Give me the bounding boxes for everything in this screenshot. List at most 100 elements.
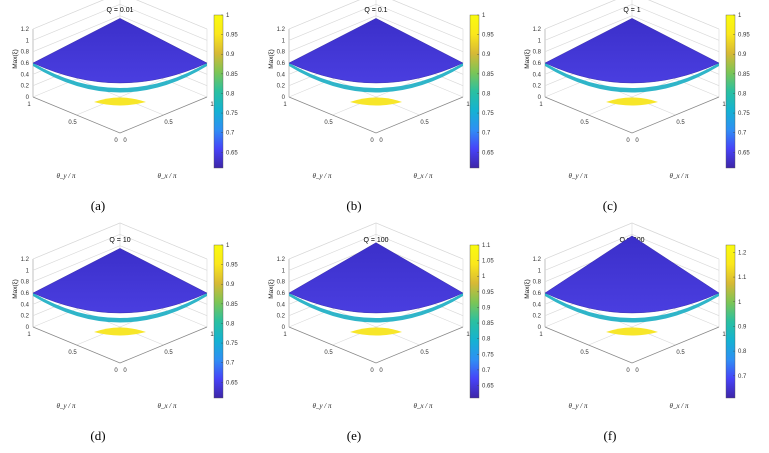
y-tick-label: 0 <box>370 138 374 144</box>
z-tick-label: 1 <box>538 38 542 44</box>
panel-caption: (d) <box>90 428 106 443</box>
z-tick-label: 0.4 <box>277 302 286 308</box>
z-tick-label: 0.8 <box>21 280 30 286</box>
z-tick-label: 0.6 <box>533 291 542 297</box>
y-tick-label: 0.5 <box>580 120 589 126</box>
front-axes <box>544 96 720 134</box>
x-tick-label: 1 <box>722 102 726 108</box>
surface-edge-band <box>33 293 207 323</box>
panel-caption: (f) <box>603 428 617 443</box>
z-tick-label: 0.8 <box>277 50 286 56</box>
surface-edge-band <box>545 63 719 93</box>
surface-roof <box>288 242 464 314</box>
colorbar-tick-label: 0.75 <box>738 111 750 117</box>
colorbar <box>469 244 480 399</box>
colorbar <box>725 14 736 169</box>
y-tick-label: 1 <box>539 102 543 108</box>
z-tick-label: 0.2 <box>277 84 286 90</box>
y-axis-label: θ_y / π <box>313 172 332 180</box>
z-tick-label: 1.2 <box>21 27 30 33</box>
colorbar-tick-label: 0.85 <box>738 72 750 78</box>
z-tick-label: 0.6 <box>277 291 286 297</box>
y-tick-label: 0.5 <box>324 350 333 356</box>
colorbar-tick-label: 1 <box>738 13 742 19</box>
z-tick-label: 0.2 <box>533 314 542 320</box>
colorbar-tick-label: 0.7 <box>226 131 235 137</box>
z-tick-label: 0.2 <box>277 314 286 320</box>
z-tick-label: 0.8 <box>21 50 30 56</box>
z-gridline <box>288 0 464 30</box>
z-gridline <box>544 234 720 271</box>
z-gridline <box>544 15 720 52</box>
colorbar-tick-label: 0.8 <box>226 321 235 327</box>
surface-roof <box>32 248 208 314</box>
colorbar-tick-label: 0.8 <box>226 91 235 97</box>
y-tick-label: 1 <box>27 332 31 338</box>
x-axis-label: θ_x / π <box>158 172 177 180</box>
z-gridline <box>32 0 208 30</box>
y-tick-label: 1 <box>27 102 31 108</box>
colorbar-tick-label: 1 <box>482 274 486 280</box>
surface-roof <box>544 235 720 314</box>
front-axes <box>32 326 208 364</box>
z-tick-label: 0.8 <box>533 50 542 56</box>
x-tick-label: 0 <box>379 368 383 374</box>
y-tick-label: 0.5 <box>68 120 77 126</box>
colorbar-tick-label: 1.1 <box>738 275 747 281</box>
panel-title: Q = 100 <box>363 237 388 244</box>
colorbar <box>213 244 224 399</box>
colorbar-tick-label: 0.8 <box>482 337 491 343</box>
front-axes <box>32 96 208 134</box>
surface <box>288 18 464 106</box>
colorbar-tick-label: 0.7 <box>482 368 491 374</box>
z-gridline <box>32 222 208 260</box>
colorbar-tick-label: 1 <box>226 13 230 19</box>
colorbar-tick-label: 0.9 <box>482 52 491 58</box>
colorbar-tick-label: 0.9 <box>482 305 491 311</box>
x-tick-label: 0 <box>379 138 383 144</box>
colorbar-tick-label: 0.95 <box>482 290 494 296</box>
colorbar-tick-label: 0.65 <box>482 384 494 390</box>
z-tick-label: 0 <box>538 95 542 101</box>
z-tick-label: 1.2 <box>277 27 286 33</box>
z-tick-label: 0.6 <box>21 61 30 67</box>
colorbar-tick-label: 0.85 <box>482 72 494 78</box>
surface <box>544 235 720 336</box>
colorbar-tick-label: 0.75 <box>226 111 238 117</box>
x-tick-label: 1 <box>466 102 470 108</box>
x-axis-label: θ_x / π <box>670 402 689 410</box>
z-tick-label: 0 <box>282 95 286 101</box>
z-gridline <box>32 234 208 271</box>
z-tick-label: 0.2 <box>533 84 542 90</box>
surface-peak-highlight <box>350 97 402 106</box>
x-tick-label: 0 <box>635 368 639 374</box>
panel-caption: (c) <box>602 198 618 213</box>
panel-title: Q = 0.01 <box>106 7 133 14</box>
x-tick-label: 0 <box>123 368 127 374</box>
colorbar-tick-label: 0.65 <box>738 150 750 156</box>
z-axis-label: Max(ξ) <box>524 279 531 299</box>
colorbar-tick-label: 0.95 <box>482 33 494 39</box>
y-tick-label: 0 <box>114 368 118 374</box>
x-tick-label: 0.5 <box>676 350 685 356</box>
panel-caption: (a) <box>90 198 106 213</box>
panel-title: Q = 10 <box>109 237 130 244</box>
y-tick-label: 0 <box>370 368 374 374</box>
surface-roof <box>288 18 464 84</box>
z-tick-label: 0.2 <box>21 314 30 320</box>
y-tick-label: 0 <box>626 368 630 374</box>
surface-edge-band <box>545 293 719 323</box>
z-tick-label: 1.2 <box>533 257 542 263</box>
surface-peak-highlight <box>606 327 658 336</box>
colorbar-tick-label: 1.05 <box>482 259 494 265</box>
surface-peak-highlight <box>350 327 402 336</box>
y-tick-label: 1 <box>283 332 287 338</box>
surface <box>32 248 208 336</box>
front-axes <box>544 326 720 364</box>
panel-title: Q = 0.1 <box>364 7 387 14</box>
z-tick-label: 1.2 <box>277 257 286 263</box>
x-axis-label: θ_x / π <box>414 172 433 180</box>
